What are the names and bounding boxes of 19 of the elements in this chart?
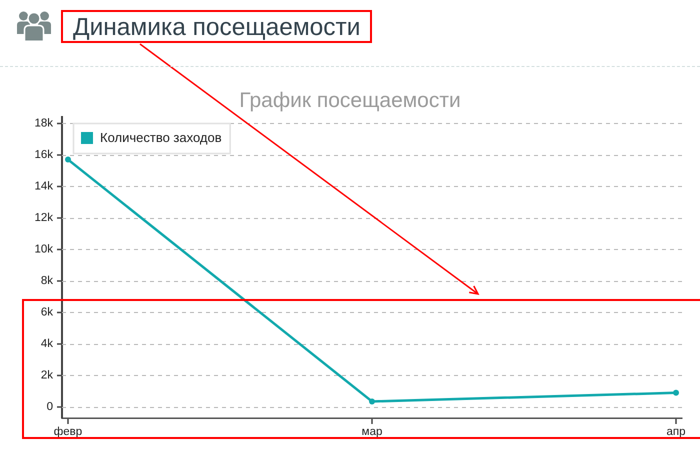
y-tick-label: 18k (34, 117, 54, 130)
y-tick-label: 12k (34, 212, 54, 224)
legend-label: Количество заходов (100, 130, 222, 146)
point (64, 156, 71, 163)
y-tick-label: 2k (40, 370, 54, 382)
y-tick-label: 8k (40, 275, 54, 288)
y-tick-label: 16k (34, 148, 54, 161)
x-tick-label: февр (54, 426, 82, 438)
y-tick-label: 4k (40, 338, 54, 350)
chart-subtitle: График посещаемости (239, 89, 461, 112)
y-tick-label: 14k (34, 180, 54, 193)
chart-title: Динамика посещаемости (73, 14, 360, 41)
point (369, 398, 375, 404)
y-tick-label: 6k (40, 306, 54, 319)
x-tick-label: апр (666, 426, 686, 438)
y-tick-label: 0 (46, 401, 53, 414)
x-tick-label: мар (362, 426, 382, 438)
y-tick-label: 10k (34, 244, 54, 256)
point (673, 390, 680, 396)
